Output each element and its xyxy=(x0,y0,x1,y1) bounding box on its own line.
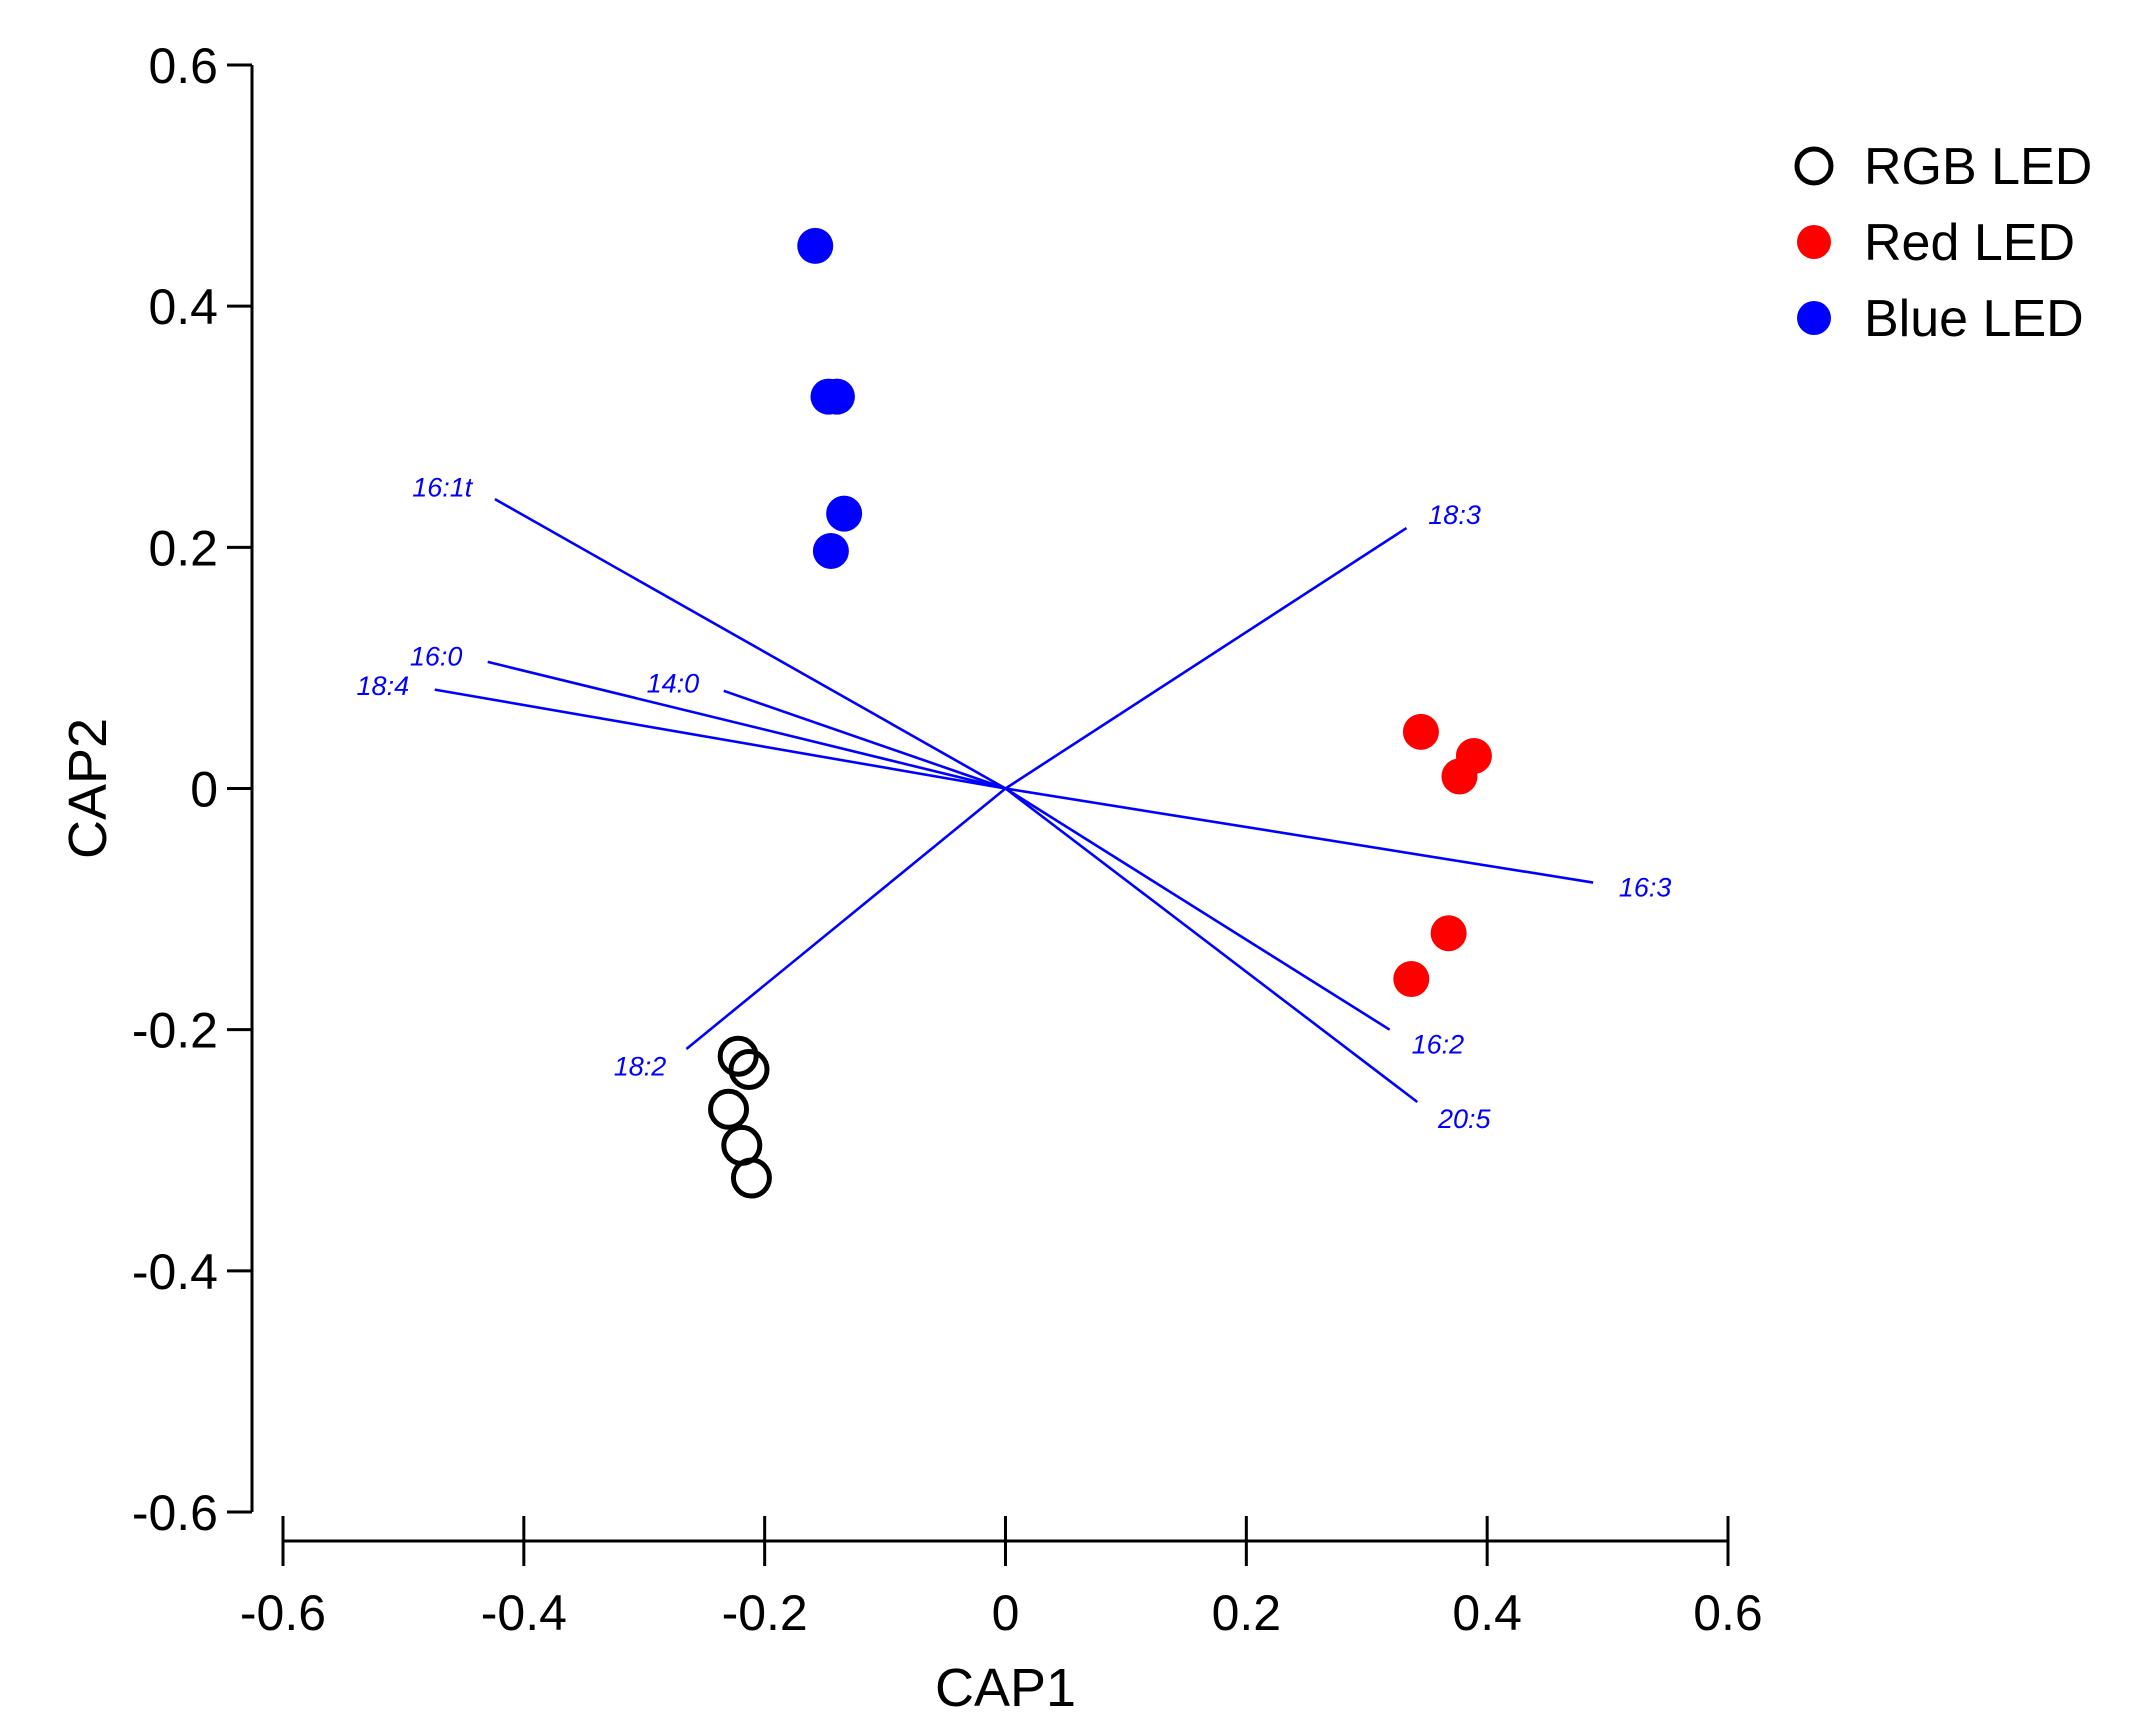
y-tick-label: 0 xyxy=(190,762,218,818)
loading-vectors: 16:1t 18:3 16:0 14:0 18:4 16:3 16:2 20:5 18:2 xyxy=(357,472,1672,1133)
x-tick-label: 0.4 xyxy=(1452,1585,1522,1641)
x-tick-label: 0 xyxy=(992,1585,1020,1641)
x-axis-title: CAP1 xyxy=(935,1658,1076,1718)
vector-label: 16:3 xyxy=(1619,873,1672,903)
vector-line xyxy=(723,689,1006,790)
y-tick-label: 0.4 xyxy=(148,279,218,335)
vector-label: 16:0 xyxy=(410,642,463,672)
legend-marker xyxy=(1797,301,1831,335)
vector-label: 18:4 xyxy=(357,671,410,701)
y-tick-label: 0.6 xyxy=(148,38,218,94)
vector-label: 16:2 xyxy=(1412,1029,1465,1059)
legend-marker xyxy=(1797,225,1831,259)
data-points xyxy=(708,227,1492,1199)
y-axis-title: CAP2 xyxy=(58,718,118,859)
y-tick-label: -0.4 xyxy=(132,1244,218,1300)
legend-marker xyxy=(1794,146,1834,186)
x-tick-label: 0.2 xyxy=(1212,1585,1282,1641)
y-ticks: -0.6 -0.4 -0.2 0 0.2 0.4 0.6 xyxy=(132,38,252,1541)
data-point xyxy=(1441,758,1478,795)
vector-line xyxy=(1004,787,1391,1031)
legend-label: RGB LED xyxy=(1864,138,2092,196)
x-tick-label: -0.6 xyxy=(240,1585,326,1641)
data-point xyxy=(730,1157,772,1199)
data-point xyxy=(1393,961,1430,998)
x-tick-label: -0.4 xyxy=(481,1585,567,1641)
legend-label: Blue LED xyxy=(1864,290,2084,348)
vector-line xyxy=(1004,526,1408,790)
x-tick-label: 0.6 xyxy=(1693,1585,1763,1641)
data-point xyxy=(818,378,855,415)
y-tick-label: 0.2 xyxy=(148,520,218,576)
axes xyxy=(250,65,1728,1543)
vector-line xyxy=(487,660,1006,790)
data-point xyxy=(797,227,834,264)
vector-label: 18:2 xyxy=(614,1051,667,1081)
y-tick-label: -0.2 xyxy=(132,1003,218,1059)
data-point xyxy=(717,1035,759,1077)
y-tick-label: -0.6 xyxy=(132,1485,218,1541)
vector-line xyxy=(494,497,1007,790)
legend-label: Red LED xyxy=(1864,214,2075,272)
vector-label: 14:0 xyxy=(647,668,700,698)
data-point xyxy=(708,1088,750,1130)
vector-line xyxy=(434,688,1006,790)
x-tick-label: -0.2 xyxy=(722,1585,808,1641)
data-point xyxy=(812,532,849,569)
vector-line xyxy=(1005,787,1594,884)
legend: RGB LED Red LED Blue LED xyxy=(1794,138,2092,348)
vector-line xyxy=(1004,787,1419,1104)
data-point xyxy=(1430,915,1467,952)
vector-line xyxy=(685,787,1007,1050)
data-point xyxy=(826,495,863,532)
x-ticks: -0.6 -0.4 -0.2 0 0.2 0.4 0.6 xyxy=(240,1516,1763,1641)
vector-label: 20:5 xyxy=(1437,1104,1492,1134)
data-point xyxy=(728,1048,770,1090)
vector-label: 18:3 xyxy=(1428,500,1481,530)
data-point xyxy=(1402,713,1439,750)
vector-label: 16:1t xyxy=(412,472,474,502)
